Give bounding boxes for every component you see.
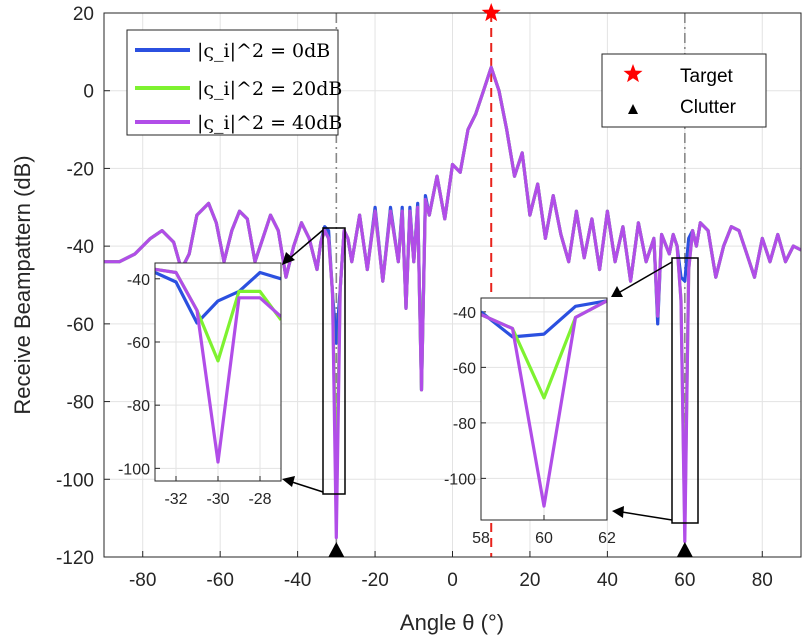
legend-clutter-triangle-icon — [628, 104, 638, 114]
x-tick-label: -40 — [284, 570, 311, 591]
x-tick-label: -60 — [206, 570, 233, 591]
arrow-head — [282, 252, 295, 265]
y-tick-label: -20 — [67, 159, 94, 180]
inset-series-line-0 — [155, 270, 281, 325]
x-axis-label: Angle θ (°) — [400, 610, 504, 635]
inset-x-tick-label: -32 — [164, 491, 187, 508]
inset-y-tick-label: -40 — [453, 305, 476, 322]
series-lines — [104, 65, 801, 544]
inset-series-line-2 — [481, 299, 607, 508]
x-tick-label: 80 — [752, 570, 773, 591]
inset-x-tick-label: 62 — [598, 530, 616, 547]
inset-y-tick-label: -80 — [453, 416, 476, 433]
clutter-triangle-marker — [328, 542, 345, 557]
y-tick-label: -120 — [56, 548, 94, 569]
zoom-arrows — [282, 229, 673, 521]
inset-x-tick-label: -30 — [206, 491, 229, 508]
legend-markers: Target Clutter — [601, 53, 767, 128]
inset-x-tick-label: 58 — [472, 530, 490, 547]
y-axis-label: Receive Beampattern (dB) — [10, 155, 35, 414]
inset-series-line-0 — [481, 299, 607, 339]
series-line-2 — [104, 65, 801, 544]
axis-ticks: -80 -60 -40 -20 0 20 40 60 80 20 0 -20 -40 -60 -80 -100… — [56, 4, 773, 591]
legend-clutter-label: Clutter — [680, 97, 737, 118]
x-tick-label: 0 — [447, 570, 458, 591]
legend-label-1: |ς_i|^2 = 20dB — [197, 78, 342, 100]
markers — [328, 3, 693, 557]
legend-box — [601, 53, 767, 128]
inset-series-line-2 — [155, 267, 281, 464]
inset-y-tick-label: -100 — [444, 471, 476, 488]
inset-frame — [154, 262, 282, 482]
arrow-head — [282, 476, 295, 487]
zoom-rect-left — [322, 227, 346, 495]
legend-target-star-icon — [623, 64, 643, 83]
inset-x-tick-label: -28 — [248, 491, 271, 508]
x-tick-label: 60 — [674, 570, 695, 591]
inset-series — [155, 267, 281, 464]
arrow-head — [612, 506, 624, 518]
x-tick-label: 40 — [597, 570, 618, 591]
inset-frame — [480, 297, 608, 521]
x-tick-label: 20 — [519, 570, 540, 591]
y-tick-label: -60 — [67, 315, 94, 336]
clutter-triangle-marker — [676, 542, 693, 557]
zoom-rect-right — [671, 257, 699, 524]
legend-box — [126, 29, 339, 136]
inset-y-tick-label: -60 — [453, 360, 476, 377]
inset-left: -32 -30 -28 -40 -60 -80 -100 — [118, 262, 282, 508]
inset-y-tick-label: -100 — [118, 461, 150, 478]
y-tick-label: -100 — [56, 470, 94, 491]
inset-y-tick-label: -40 — [127, 272, 150, 289]
arrow-line — [291, 481, 324, 493]
y-tick-label: -80 — [67, 393, 94, 414]
legend-label-2: |ς_i|^2 = 40dB — [197, 112, 342, 134]
x-tick-label: -20 — [361, 570, 388, 591]
x-tick-label: -80 — [129, 570, 156, 591]
arrow-line — [289, 229, 324, 259]
y-tick-label: 20 — [73, 4, 94, 25]
y-tick-label: 0 — [83, 82, 94, 103]
target-star-marker — [481, 3, 501, 22]
legend-target-label: Target — [680, 66, 734, 87]
inset-series — [481, 299, 607, 508]
legend-series: |ς_i|^2 = 0dB |ς_i|^2 = 20dB |ς_i|^2 = 4… — [126, 29, 342, 136]
arrow-line — [621, 511, 673, 521]
legend-label-0: |ς_i|^2 = 0dB — [197, 40, 330, 62]
y-tick-label: -40 — [67, 237, 94, 258]
arrow-head — [611, 286, 623, 297]
inset-right: 58 60 62 -40 -60 -80 -100 — [444, 297, 616, 547]
inset-y-tick-label: -80 — [127, 398, 150, 415]
zoom-rects — [322, 227, 699, 524]
inset-x-tick-label: 60 — [535, 530, 553, 547]
arrow-line — [619, 261, 673, 293]
inset-y-tick-label: -60 — [127, 335, 150, 352]
